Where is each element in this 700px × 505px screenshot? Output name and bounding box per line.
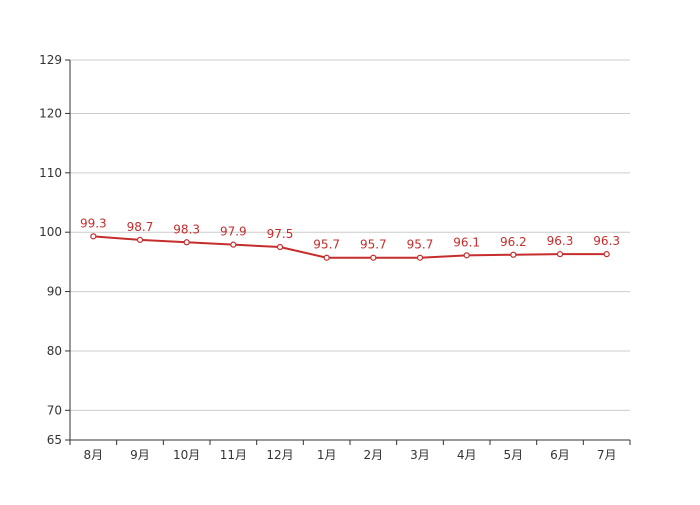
data-label: 95.7 [360, 238, 387, 252]
data-point [416, 254, 424, 261]
y-tick-label: 90 [47, 285, 62, 299]
data-point [90, 233, 97, 240]
data-label: 95.7 [407, 238, 434, 252]
series-line [93, 235, 607, 259]
data-label: 96.3 [593, 234, 620, 248]
data-point [136, 236, 144, 244]
y-tick-label: 110 [39, 166, 62, 180]
data-label: 97.9 [220, 225, 247, 239]
data-label: 96.2 [500, 235, 527, 249]
data-point [510, 251, 517, 258]
x-tick-label: 1月 [317, 448, 337, 462]
y-tick-label: 70 [47, 403, 62, 417]
x-tick-label: 7月 [597, 448, 617, 462]
data-label: 98.3 [173, 222, 200, 236]
x-tick-label: 8月 [84, 448, 104, 462]
y-tick-label: 65 [47, 433, 62, 447]
y-tick-label: 80 [47, 344, 62, 358]
x-tick-label: 5月 [504, 448, 524, 462]
axes: 65 70 80 90 100 110 120 129 8月 9月 10月 11月 12月 1月 2月 3月 4… [39, 53, 631, 462]
data-label: 96.1 [453, 235, 480, 249]
x-tick-label: 6月 [550, 448, 570, 462]
x-tick-label: 11月 [220, 448, 247, 462]
data-labels: 99.3 98.7 98.3 97.9 97.5 95.7 95.7 95.7 96.1 96.2… [80, 216, 620, 251]
data-label: 96.3 [547, 234, 574, 248]
y-tick-label: 100 [39, 225, 62, 239]
data-point [276, 243, 284, 251]
x-tick-label: 2月 [364, 448, 384, 462]
data-point [230, 241, 237, 248]
data-point [183, 239, 190, 246]
series-layer [90, 233, 610, 261]
data-label: 95.7 [313, 238, 340, 252]
x-tick-label: 4月 [457, 448, 477, 462]
y-tick-label: 120 [39, 106, 62, 120]
y-tick-label: 129 [39, 53, 62, 67]
x-tick-label: 9月 [130, 448, 150, 462]
grid-lines [70, 59, 630, 411]
data-point [603, 251, 610, 258]
data-point [463, 252, 470, 259]
data-label: 97.5 [267, 227, 294, 241]
data-label: 98.7 [127, 220, 154, 234]
data-point [556, 251, 564, 258]
x-tick-label: 12月 [266, 448, 293, 462]
data-label: 99.3 [80, 216, 107, 230]
data-point [370, 254, 377, 261]
x-tick-label: 10月 [173, 448, 200, 462]
data-point [323, 254, 330, 261]
x-tick-label: 3月 [410, 448, 430, 462]
